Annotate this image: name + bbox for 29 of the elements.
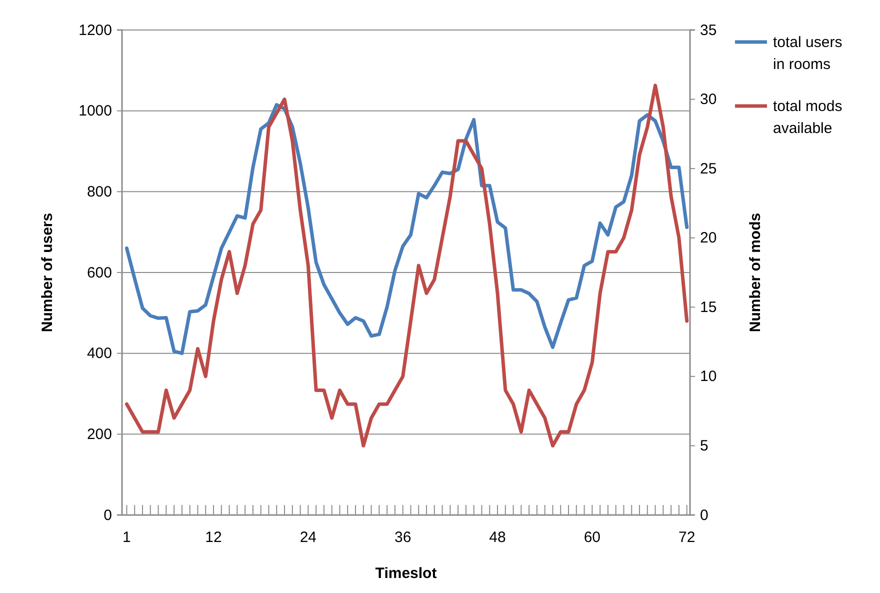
y2-tick-label: 15 [700,298,717,316]
x-tick-label: 1 [122,529,131,546]
y2-tick-label: 20 [700,230,717,247]
y2-tick-label: 30 [700,91,717,108]
y2-axis-title: Number of mods [747,212,764,332]
y2-tick-label: 10 [700,368,717,386]
y2-tick-label: 25 [700,160,717,178]
x-tick-label: 36 [394,529,412,546]
y-axis-title: Number of users [39,212,56,332]
legend-label: total mods available [773,98,842,137]
line-series [124,84,689,448]
y-tick-label: 1200 [78,22,112,39]
x-tick-label: 48 [489,529,506,546]
y-tick-label: 1000 [78,102,112,120]
x-tick-label: 72 [678,529,696,546]
y-tick-label: 600 [86,264,112,282]
y2-tick-label: 5 [700,438,708,455]
legend-label: total users in rooms [773,34,842,73]
x-tick-label: 24 [300,529,317,546]
y-tick-label: 0 [104,506,112,524]
y-tick-label: 200 [86,426,112,443]
y-tick-label: 400 [86,345,112,362]
line-series [124,103,689,356]
x-tick-label: 12 [205,529,222,546]
y-tick-label: 800 [86,183,112,200]
x-tick-label: 60 [584,529,601,546]
y2-tick-label: 0 [700,506,708,524]
y2-tick-label: 35 [700,22,717,39]
x-axis-title: Timeslot [375,565,437,582]
